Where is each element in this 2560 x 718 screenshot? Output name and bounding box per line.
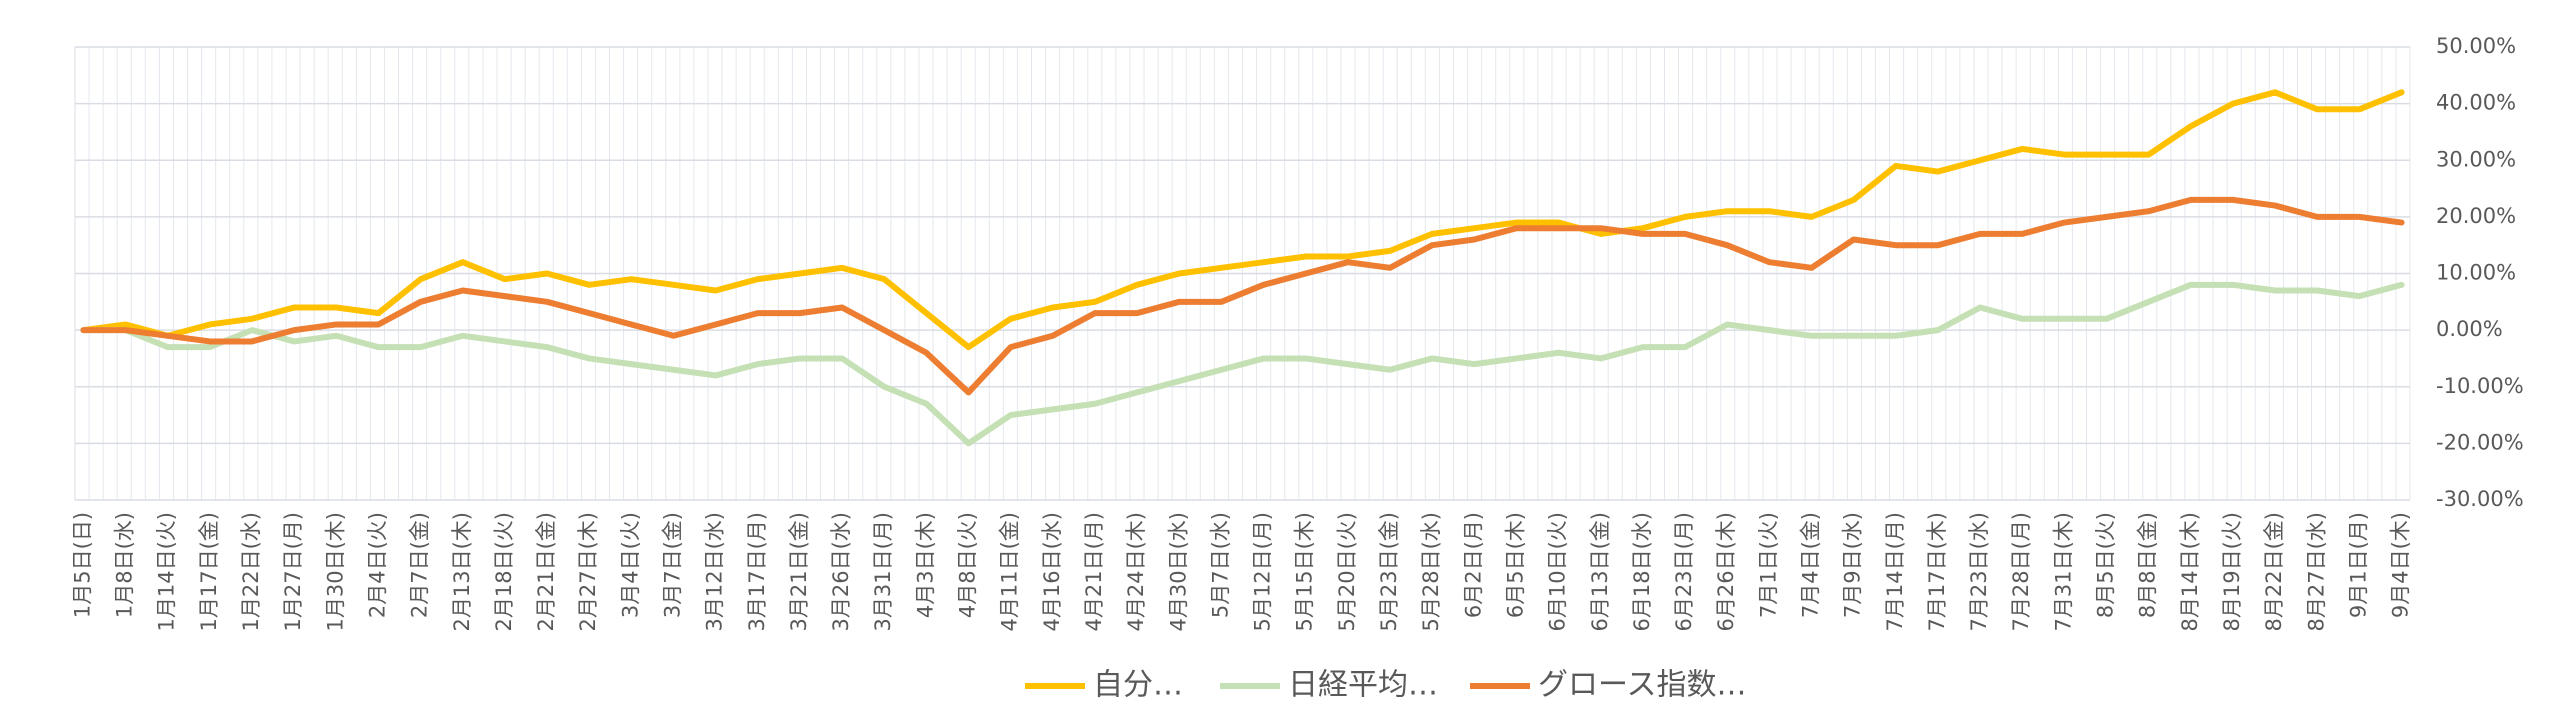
x-tick-label: 3月21日(金) — [787, 512, 811, 631]
x-tick-label: 5月12日(月) — [1251, 512, 1275, 631]
x-tick-label: 2月21日(金) — [534, 512, 558, 631]
x-tick-label: 4月30日(水) — [1166, 512, 1190, 631]
x-tick-label: 1月22日(水) — [239, 512, 263, 631]
x-tick-label: 1月5日(日) — [70, 512, 94, 618]
x-tick-label: 3月31日(月) — [871, 512, 895, 631]
x-tick-label: 7月9日(水) — [1841, 512, 1865, 618]
x-tick-label: 6月18日(水) — [1630, 512, 1654, 631]
y-tick-label: 0.00% — [2436, 317, 2503, 341]
x-tick-label: 7月28日(月) — [2009, 512, 2033, 631]
x-tick-label: 8月5日(火) — [2094, 512, 2118, 618]
x-tick-label: 8月8日(金) — [2136, 512, 2160, 618]
x-tick-label: 3月12日(水) — [703, 512, 727, 631]
x-tick-label: 4月8日(火) — [956, 512, 980, 618]
x-tick-label: 5月7日(水) — [1208, 512, 1232, 618]
x-tick-label: 7月1日(火) — [1756, 512, 1780, 618]
x-tick-label: 5月15日(木) — [1293, 512, 1317, 631]
x-tick-label: 7月23日(水) — [1967, 512, 1991, 631]
x-tick-label: 1月8日(水) — [113, 512, 137, 618]
x-tick-label: 8月22日(金) — [2262, 512, 2286, 631]
y-tick-label: 10.00% — [2436, 261, 2516, 285]
x-tick-label: 7月17日(木) — [1925, 512, 1949, 631]
x-tick-label: 6月26日(木) — [1714, 512, 1738, 631]
series-line — [80, 89, 2405, 351]
x-tick-label: 4月16日(水) — [1040, 512, 1064, 631]
x-tick-label: 4月3日(木) — [913, 512, 937, 618]
x-tick-label: 2月4日(火) — [365, 512, 389, 618]
x-tick-label: 3月26日(水) — [829, 512, 853, 631]
y-tick-label: 30.00% — [2436, 147, 2516, 171]
x-tick-label: 5月23日(金) — [1377, 512, 1401, 631]
x-tick-label: 5月20日(火) — [1335, 512, 1359, 631]
x-tick-label: 2月18日(火) — [492, 512, 516, 631]
x-tick-label: 8月14日(木) — [2178, 512, 2202, 631]
x-tick-label: 4月21日(月) — [1082, 512, 1106, 631]
x-tick-label: 4月24日(木) — [1124, 512, 1148, 631]
y-tick-label: -30.00% — [2436, 487, 2524, 511]
x-tick-label: 8月27日(水) — [2304, 512, 2328, 631]
x-tick-label: 2月27日(木) — [576, 512, 600, 631]
x-tick-label: 1月27日(月) — [281, 512, 305, 631]
y-tick-label: 50.00% — [2436, 34, 2516, 58]
x-tick-label: 5月28日(水) — [1419, 512, 1443, 631]
x-tick-label: 9月1日(月) — [2346, 512, 2370, 618]
x-tick-label: 3月4日(火) — [618, 512, 642, 618]
x-tick-label: 3月7日(金) — [661, 512, 685, 618]
y-tick-label: -10.00% — [2436, 374, 2524, 398]
x-tick-label: 1月17日(金) — [197, 512, 221, 631]
x-tick-label: 7月14日(月) — [1883, 512, 1907, 631]
y-tick-label: 20.00% — [2436, 204, 2516, 228]
x-tick-label: 3月17日(月) — [745, 512, 769, 631]
legend-label: 自分… — [1093, 668, 1183, 703]
x-tick-label: 7月4日(金) — [1798, 512, 1822, 618]
x-tick-label: 2月7日(金) — [408, 512, 432, 618]
legend: 自分… 日経平均… グロース指数… — [1025, 668, 1747, 703]
x-tick-label: 1月14日(火) — [155, 512, 179, 631]
x-tick-label: 8月19日(火) — [2220, 512, 2244, 631]
x-tick-label: 4月11日(金) — [998, 512, 1022, 631]
y-tick-label: 40.00% — [2436, 91, 2516, 115]
x-tick-label: 1月30日(木) — [323, 512, 347, 631]
x-tick-label: 9月4日(木) — [2389, 512, 2413, 618]
series-line — [80, 281, 2405, 447]
legend-label: グロース指数… — [1538, 668, 1747, 703]
x-tick-label: 6月13日(金) — [1588, 512, 1612, 631]
x-tick-label: 6月2日(月) — [1461, 512, 1485, 618]
x-tick-label: 6月10日(火) — [1546, 512, 1570, 631]
x-tick-label: 6月5日(木) — [1503, 512, 1527, 618]
series-line — [80, 196, 2405, 396]
x-tick-label: 6月23日(月) — [1672, 512, 1696, 631]
legend-label: 日経平均… — [1288, 668, 1438, 703]
x-tick-label: 7月31日(木) — [2051, 512, 2075, 631]
x-tick-label: 2月13日(木) — [450, 512, 474, 631]
y-tick-label: -20.00% — [2436, 430, 2524, 454]
